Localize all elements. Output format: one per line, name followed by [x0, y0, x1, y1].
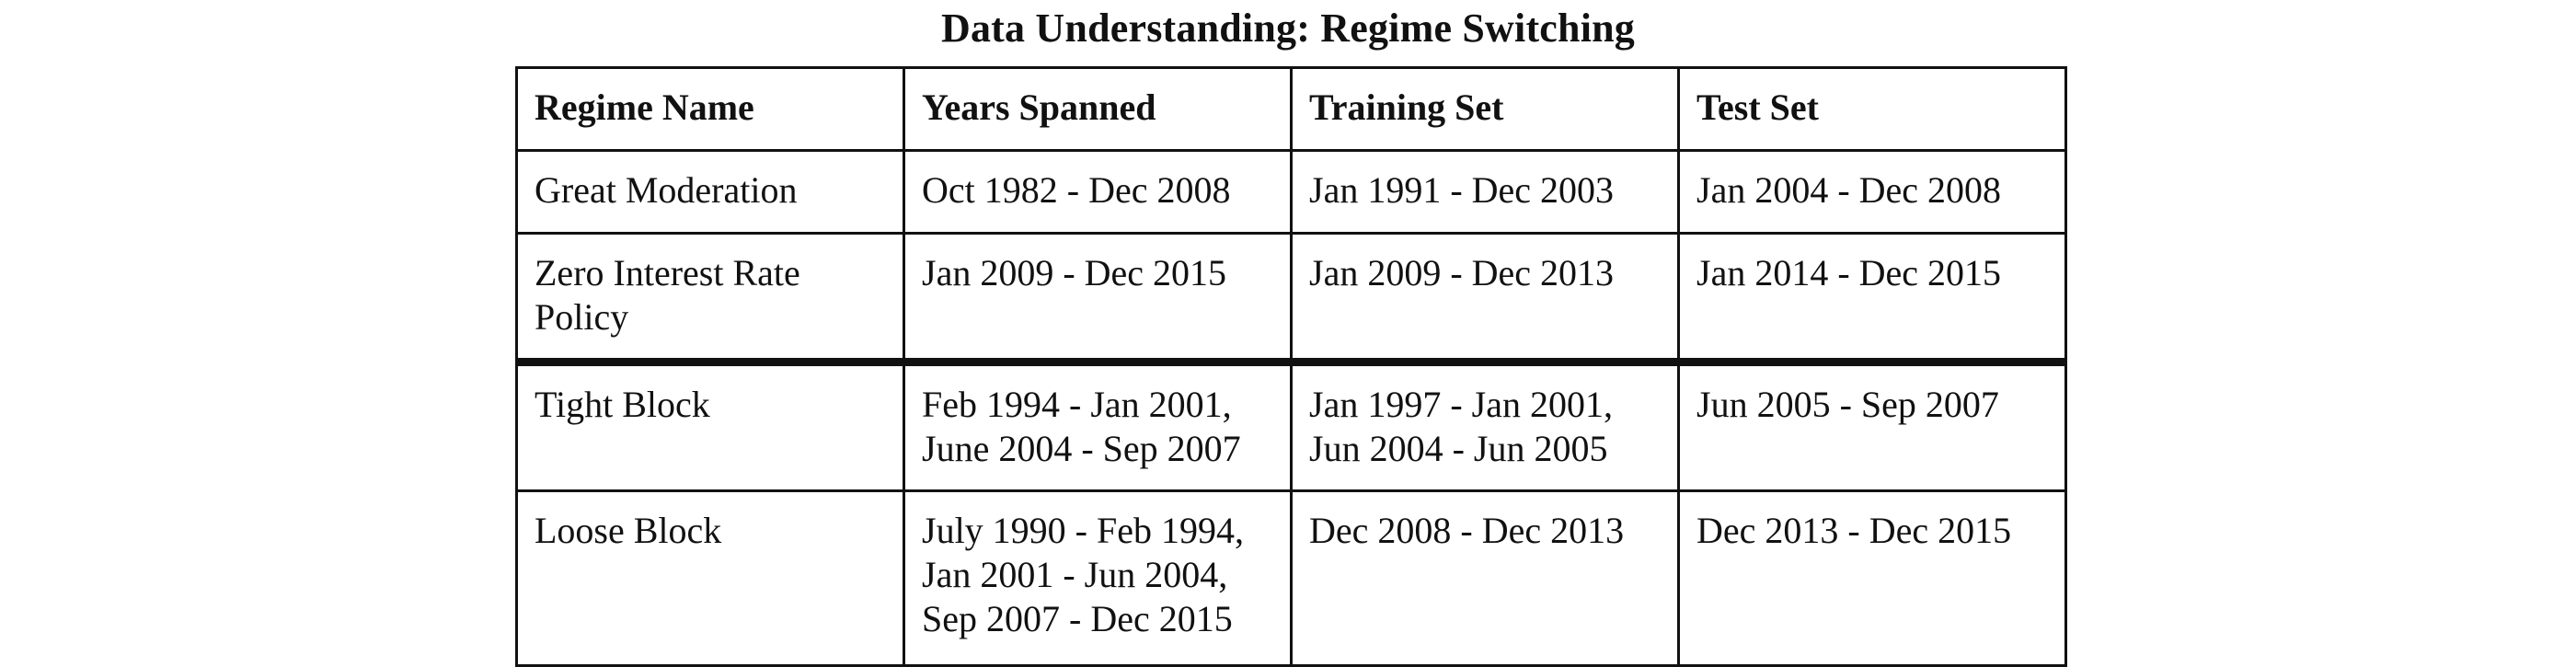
cell-text: Jun 2005 - Sep 2007: [1696, 384, 1999, 425]
cell-test-set: Jun 2005 - Sep 2007: [1677, 358, 2067, 492]
cell-text: Dec 2008 - Dec 2013: [1309, 510, 1625, 551]
cell-training-set: Dec 2008 - Dec 2013: [1290, 489, 1680, 667]
cell-years-spanned: July 1990 - Feb 1994, Jan 2001 - Jun 200…: [903, 489, 1293, 667]
cell-text: Jan 1997 - Jan 2001, Jun 2004 - Jun 2005: [1309, 384, 1613, 469]
cell-text: Feb 1994 - Jan 2001, June 2004 - Sep 200…: [922, 384, 1241, 469]
table-row: Great Moderation Oct 1982 - Dec 2008 Jan…: [515, 149, 2067, 235]
cell-text: Jan 2009 - Dec 2015: [922, 252, 1227, 293]
cell-regime-name: Great Moderation: [515, 149, 905, 235]
cell-text: Loose Block: [535, 510, 722, 551]
cell-text: Oct 1982 - Dec 2008: [922, 169, 1231, 211]
cell-text: Great Moderation: [535, 169, 798, 211]
cell-regime-name: Tight Block: [515, 358, 905, 492]
cell-text: Jan 2014 - Dec 2015: [1696, 252, 2002, 293]
cell-text: Dec 2013 - Dec 2015: [1696, 510, 2012, 551]
table-row: Zero Interest Rate Policy Jan 2009 - Dec…: [515, 232, 2067, 363]
cell-test-set: Dec 2013 - Dec 2015: [1677, 489, 2067, 667]
cell-test-set: Jan 2014 - Dec 2015: [1677, 232, 2067, 363]
header-years-spanned: Years Spanned: [903, 66, 1293, 152]
cell-years-spanned: Feb 1994 - Jan 2001, June 2004 - Sep 200…: [903, 358, 1293, 492]
cell-years-spanned: Jan 2009 - Dec 2015: [903, 232, 1293, 363]
header-test-set: Test Set: [1677, 66, 2067, 152]
cell-years-spanned: Oct 1982 - Dec 2008: [903, 149, 1293, 235]
header-regime-name: Regime Name: [515, 66, 905, 152]
cell-training-set: Jan 2009 - Dec 2013: [1290, 232, 1680, 363]
cell-text: Zero Interest Rate Policy: [535, 252, 800, 338]
cell-text: Jan 2009 - Dec 2013: [1309, 252, 1615, 293]
cell-text: Jan 1991 - Dec 2003: [1309, 169, 1615, 211]
cell-test-set: Jan 2004 - Dec 2008: [1677, 149, 2067, 235]
regime-table: Regime Name Years Spanned Training Set T…: [515, 66, 2067, 667]
cell-regime-name: Loose Block: [515, 489, 905, 667]
header-training-set: Training Set: [1290, 66, 1680, 152]
table-row: Tight Block Feb 1994 - Jan 2001, June 20…: [515, 358, 2067, 492]
cell-training-set: Jan 1997 - Jan 2001, Jun 2004 - Jun 2005: [1290, 358, 1680, 492]
page-title: Data Understanding: Regime Switching: [941, 6, 1635, 51]
cell-training-set: Jan 1991 - Dec 2003: [1290, 149, 1680, 235]
cell-text: Tight Block: [535, 384, 710, 425]
table-row: Loose Block July 1990 - Feb 1994, Jan 20…: [515, 489, 2067, 667]
header-row: Regime Name Years Spanned Training Set T…: [515, 66, 2067, 152]
cell-regime-name: Zero Interest Rate Policy: [515, 232, 905, 363]
cell-text: July 1990 - Feb 1994, Jan 2001 - Jun 200…: [922, 510, 1244, 639]
cell-text: Jan 2004 - Dec 2008: [1696, 169, 2002, 211]
